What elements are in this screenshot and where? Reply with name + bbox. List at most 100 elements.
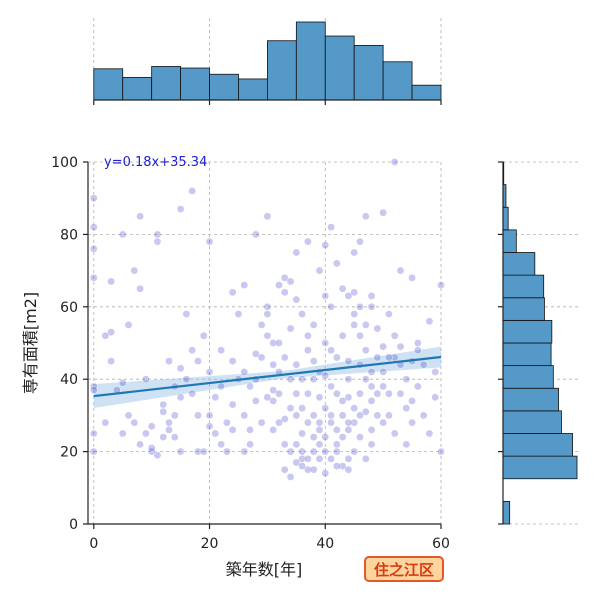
x-hist-bar [122,76,153,101]
scatter-point [344,455,353,463]
scatter-point [188,187,196,195]
y-axis-label: 専有面積[m2] [21,292,40,394]
scatter-point [257,418,266,427]
scatter-point [286,324,295,333]
scatter-point [344,393,353,402]
scatter-point [292,248,301,257]
scatter-point [205,237,214,246]
scatter-point [107,357,115,365]
scatter-point [240,281,249,289]
scatter-point [379,342,387,351]
scatter-point [286,473,295,481]
scatter-point [321,292,330,300]
scatter-point [101,331,110,340]
scatter-point [333,426,341,434]
scatter-point [373,324,382,333]
scatter-point [367,292,376,300]
scatter-point [298,462,306,470]
y-hist-bar [502,365,554,389]
y-tick-label: 100 [51,155,78,171]
scatter-point [286,447,295,456]
regression-line [93,355,442,398]
y-tick-label: 80 [60,227,78,243]
x-marginal-histogram [93,18,442,105]
scatter-point [327,302,335,311]
scatter-point [385,389,393,398]
scatter-point [298,404,306,412]
scatter-point [315,455,324,463]
scatter-point [124,321,133,329]
scatter-point [286,277,295,286]
scatter-point [199,447,208,456]
scatter-point [153,237,162,246]
scatter-point [327,223,335,231]
scatter-point [373,353,382,362]
scatter-point [385,310,393,318]
scatter-point [211,429,220,438]
scatter-point [280,288,289,297]
x-hist-bar [295,21,326,101]
scatter-point [118,230,127,239]
scatter-point [356,389,364,398]
scatter-point [304,237,312,246]
scatter-point [89,223,98,231]
scatter-point [402,375,411,384]
scatter-point [263,393,272,402]
y-tick-label: 60 [60,300,78,316]
scatter-point [437,281,445,289]
scatter-point [292,295,301,304]
scatter-point [234,310,243,318]
scatter-point [333,353,341,362]
x-tick-label: 60 [432,536,450,552]
scatter-point [350,404,358,412]
scatter-point [379,368,387,376]
scatter-point [217,382,225,391]
scatter-point [298,310,306,318]
scatter-point [327,346,335,355]
scatter-point [396,342,405,351]
scatter-point [304,346,312,355]
scatter-point [263,331,272,340]
scatter-point [188,346,196,355]
scatter-point [292,360,301,369]
scatter-point [188,389,196,398]
scatter-point [263,302,272,311]
scatter-point [171,433,179,441]
scatter-point [240,447,249,456]
scatter-point [269,426,277,434]
scatter-point [309,447,318,456]
scatter-point [269,339,277,347]
scatter-point [333,389,341,398]
scatter-point [228,288,237,297]
scatter-point [361,375,370,384]
scatter-point [89,429,98,438]
scatter-point [367,302,376,311]
scatter-point [280,415,289,423]
scatter-point [309,375,318,384]
x-hist-bar [238,78,268,101]
scatter-point [437,447,445,456]
scatter-point [223,418,231,427]
scatter-point [292,389,301,398]
scatter-point [321,241,330,250]
scatter-point [327,418,335,427]
scatter-point [292,458,301,467]
scatter-point [269,360,277,369]
scatter-point [333,259,341,268]
scatter-point [361,321,370,329]
y-hist-bar [502,206,509,231]
scatter-plot: 0 20 40 60 0 20 40 60 80 100 [51,155,450,552]
y-hist-bar [502,387,559,412]
scatter-point [205,422,214,431]
scatter-point [373,411,382,420]
scatter-point [159,407,168,416]
scatter-point [350,321,358,329]
scatter-point [390,158,399,166]
scatter-point [390,331,399,340]
scatter-point [298,375,306,384]
scatter-point [263,212,272,221]
scatter-point [321,447,330,456]
x-hist-bar [353,45,384,101]
x-tick-label: 20 [201,536,219,552]
scatter-point [246,382,254,391]
